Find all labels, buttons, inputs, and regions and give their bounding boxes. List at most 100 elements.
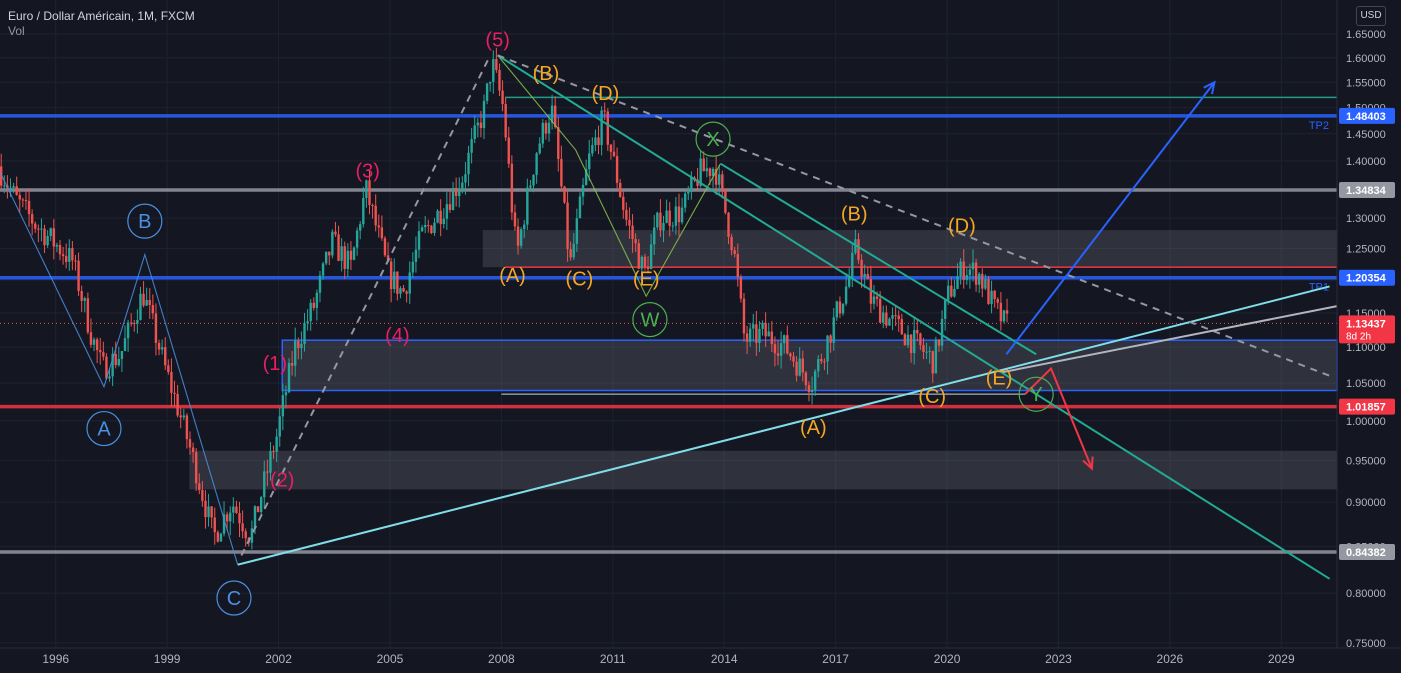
volume-indicator-label[interactable]: Vol <box>8 24 25 38</box>
y-tick-label: 1.25000 <box>1346 243 1386 255</box>
x-tick-label: 2002 <box>265 652 292 666</box>
candle-body <box>386 255 390 262</box>
candle-body <box>553 105 557 128</box>
candle-body <box>408 272 411 294</box>
candle-body <box>900 319 904 335</box>
candle-body <box>891 315 894 319</box>
x-tick-label: 2005 <box>377 652 404 666</box>
candle-body <box>476 122 480 126</box>
trendline[interactable] <box>1002 305 1338 374</box>
countdown-label: 8d 2h <box>1346 331 1371 342</box>
x-tick-label: 1999 <box>154 652 181 666</box>
candle-body <box>37 228 40 230</box>
candle-body <box>290 363 294 366</box>
candle-body <box>185 415 189 440</box>
projection-arrow[interactable] <box>1024 366 1093 469</box>
candle-body <box>430 225 433 234</box>
wave-path[interactable] <box>0 171 239 565</box>
candle-body <box>49 228 52 236</box>
candle-body <box>572 243 575 258</box>
candle-body <box>950 285 953 297</box>
price-label-box <box>1339 181 1395 198</box>
candle-body <box>188 439 192 448</box>
candle-body <box>145 299 148 306</box>
wave-label: (5) <box>485 29 509 51</box>
trendline[interactable] <box>719 162 1037 356</box>
trendline[interactable] <box>240 54 492 556</box>
candle-body <box>977 273 981 285</box>
candle-body <box>216 532 220 542</box>
wave-label: (E) <box>986 368 1013 390</box>
candle-body <box>770 331 774 345</box>
y-tick-label: 1.05000 <box>1346 378 1386 390</box>
candle-body <box>167 365 170 372</box>
candle-body <box>943 300 947 319</box>
trendline[interactable] <box>497 54 1331 580</box>
candle-body <box>275 436 278 452</box>
candle-body <box>959 261 962 277</box>
candle-body <box>646 266 650 270</box>
candle-body <box>882 312 885 323</box>
y-tick-label: 0.90000 <box>1346 497 1386 509</box>
candle-body <box>259 497 263 513</box>
candle-body <box>705 168 709 172</box>
candle-body <box>584 169 588 185</box>
candle-body <box>742 298 746 334</box>
x-tick-label: 2008 <box>488 652 515 666</box>
price-label-value: 1.20354 <box>1346 273 1387 285</box>
candle-body <box>916 329 919 334</box>
candle-body <box>984 279 987 289</box>
candle-body <box>464 174 467 183</box>
candle-body <box>631 225 634 240</box>
x-tick-label: 2014 <box>711 652 738 666</box>
candle-body <box>990 290 993 305</box>
trendline[interactable] <box>497 54 1330 377</box>
x-tick-label: 2020 <box>934 652 961 666</box>
candle-body <box>668 210 671 226</box>
candle-body <box>64 256 68 262</box>
candle-body <box>801 358 804 373</box>
candle-body <box>674 206 678 226</box>
candle-body <box>560 159 563 187</box>
candle-body <box>773 344 777 354</box>
candle-body <box>448 204 452 210</box>
candle-body <box>869 279 873 304</box>
candle-body <box>507 137 510 164</box>
candle-body <box>687 191 690 194</box>
candle-body <box>987 279 990 305</box>
wave-path[interactable] <box>497 55 721 298</box>
trendlines-layer <box>0 54 1338 580</box>
candle-body <box>380 227 384 239</box>
candle-body <box>526 187 529 225</box>
candle-body <box>27 200 31 215</box>
currency-unit-button[interactable]: USD <box>1356 6 1386 26</box>
candle-body <box>993 290 996 300</box>
wave-circle <box>695 121 731 157</box>
candle-body <box>953 288 956 297</box>
candle-body <box>603 110 606 112</box>
trendline[interactable] <box>237 285 1330 566</box>
wave-label: (3) <box>355 160 379 182</box>
candle-body <box>99 350 102 353</box>
candle-body <box>15 186 18 195</box>
candle-body <box>303 322 306 345</box>
candle-body <box>80 291 83 301</box>
candle-body <box>139 293 142 321</box>
candle-body <box>851 252 854 277</box>
wave-label: (1) <box>263 353 287 375</box>
candle-body <box>730 236 733 251</box>
candles-layer <box>0 47 1009 550</box>
candle-body <box>173 392 176 394</box>
candle-body <box>615 156 619 183</box>
candle-body <box>591 145 594 154</box>
projection-arrow[interactable] <box>1005 81 1216 355</box>
candle-body <box>523 224 526 230</box>
candle-body <box>640 256 644 269</box>
candle-body <box>510 163 514 213</box>
candle-body <box>105 356 108 379</box>
candle-body <box>634 239 637 244</box>
candle-body <box>557 127 560 160</box>
